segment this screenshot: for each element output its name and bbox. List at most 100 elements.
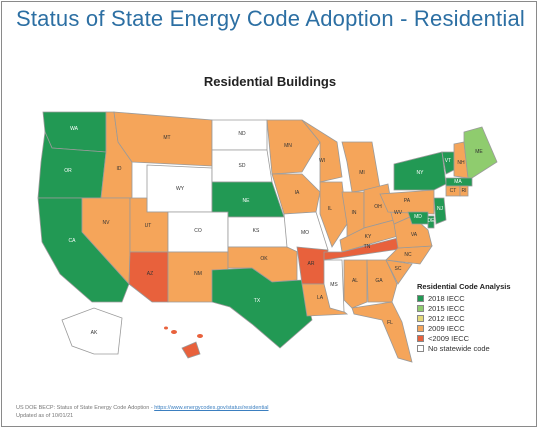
state-label-wv: WV [394,210,403,216]
state-label-me: ME [475,149,483,155]
state-label-in: IN [352,210,357,216]
state-label-vt: VT [445,158,451,164]
state-label-mo: MO [301,230,309,236]
state-az[interactable] [128,251,169,303]
state-ms[interactable] [323,259,345,313]
updated-text: Updated as of 10/01/21 [16,413,74,419]
legend-item: 2012 IECC [417,313,511,323]
hawaii-island [197,334,203,338]
legend-item: 2018 IECC [417,293,511,303]
state-label-al: AL [352,278,358,284]
legend-item: No statewide code [417,343,511,353]
legend-swatch [417,324,424,332]
state-label-va: VA [411,232,418,238]
hawaii-island [164,326,168,330]
state-label-ga: GA [375,278,383,284]
state-label-or: OR [64,168,72,174]
state-label-ri: RI [462,188,467,194]
legend-title: Residential Code Analysis [417,282,511,291]
state-ri[interactable] [459,185,469,197]
state-label-co: CO [194,228,202,234]
state-label-pa: PA [404,198,411,204]
state-mn[interactable] [266,119,321,175]
state-label-fl: FL [387,320,393,326]
legend-label: 2012 IECC [428,313,465,323]
state-label-il: IL [328,206,332,212]
state-fl[interactable] [351,301,413,363]
state-label-wa: WA [70,126,79,132]
footer: US DOE BECP: Status of State Energy Code… [16,404,269,420]
state-label-ia: IA [295,190,300,196]
legend-swatch [417,294,424,302]
state-tx[interactable] [211,267,313,349]
state-label-mi: MI [359,170,365,176]
state-label-md: MD [414,214,422,220]
source-link[interactable]: https://www.energycodes.gov/status/resid… [154,405,269,411]
state-ak[interactable] [61,307,123,355]
state-wi[interactable] [301,119,343,183]
state-label-ky: KY [365,234,372,240]
state-label-ut: UT [145,223,152,229]
state-label-ak: AK [91,330,98,336]
state-label-nm: NM [194,271,202,277]
state-label-ne: NE [243,198,251,204]
legend-label: 2015 IECC [428,303,465,313]
state-il[interactable] [319,181,348,248]
state-label-ms: MS [330,282,338,288]
state-label-ca: CA [69,238,77,244]
state-label-nj: NJ [437,206,444,212]
hawaii-island [171,330,177,334]
source-text: US DOE BECP: Status of State Energy Code… [16,405,155,411]
state-label-wy: WY [176,186,185,192]
state-label-mt: MT [163,135,170,141]
state-mi[interactable] [341,141,381,193]
legend-label: <2009 IECC [428,333,470,343]
state-label-tn: TN [364,244,371,250]
state-ia[interactable] [271,173,321,215]
legend-label: 2018 IECC [428,293,465,303]
legend-label: 2009 IECC [428,323,465,333]
state-label-az: AZ [147,271,153,277]
state-label-sd: SD [239,163,246,169]
legend-swatch [417,314,424,322]
state-wa[interactable] [42,111,107,153]
state-label-ma: MA [454,179,462,185]
state-label-wi: WI [319,158,325,164]
legend-item: 2015 IECC [417,303,511,313]
state-md[interactable] [407,211,429,225]
legend-item: <2009 IECC [417,333,511,343]
legend-item: 2009 IECC [417,323,511,333]
state-label-oh: OH [374,204,382,210]
state-ny[interactable] [393,151,447,191]
legend-swatch [417,304,424,312]
state-ma[interactable] [445,177,473,187]
state-label-nv: NV [103,220,111,226]
state-hi[interactable] [181,341,201,359]
state-label-sc: SC [395,266,402,272]
state-sc[interactable] [385,259,413,285]
state-label-de: DE [428,218,436,224]
state-label-ar: AR [308,261,315,267]
state-label-tx: TX [254,298,261,304]
state-ga[interactable] [366,259,398,303]
state-label-id: ID [117,166,122,172]
state-label-nd: ND [238,131,246,137]
legend: Residential Code Analysis 2018 IECC 2015 … [417,282,511,353]
state-nj[interactable] [433,197,447,225]
state-label-ks: KS [253,228,260,234]
state-label-ct: CT [450,188,457,194]
state-label-ok: OK [260,256,268,262]
legend-swatch [417,344,424,352]
state-al[interactable] [343,259,368,309]
map-title: Residential Buildings [203,74,337,89]
state-label-ny: NY [417,170,425,176]
legend-swatch [417,334,424,342]
state-label-la: LA [317,295,324,301]
state-label-mn: MN [284,143,292,149]
state-label-nc: NC [404,252,412,258]
state-mt[interactable] [113,111,213,167]
legend-label: No statewide code [428,343,490,353]
state-pa[interactable] [379,189,435,215]
